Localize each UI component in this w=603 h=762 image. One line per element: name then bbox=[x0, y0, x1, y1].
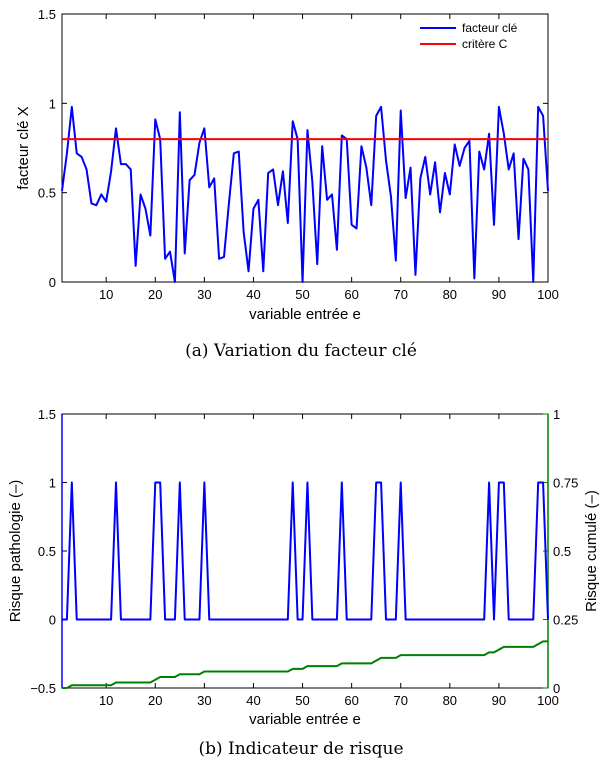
figure-caption: (a) Variation du facteur clé bbox=[185, 341, 417, 361]
x-tick-label: 100 bbox=[537, 693, 559, 708]
x-tick-label: 90 bbox=[492, 287, 506, 302]
x-tick-label: 60 bbox=[344, 693, 358, 708]
y2-tick-label: 0.25 bbox=[553, 613, 578, 628]
x-tick-label: 10 bbox=[99, 287, 113, 302]
x-tick-label: 50 bbox=[295, 693, 309, 708]
y-tick-label: 0 bbox=[49, 275, 56, 290]
series-line-right bbox=[62, 640, 548, 689]
y2-axis-label: Risque cumulé (–) bbox=[583, 490, 600, 612]
y2-tick-label: 1 bbox=[553, 407, 560, 422]
legend-entry: facteur clé bbox=[462, 21, 518, 35]
y-axis-label: facteur clé X bbox=[15, 106, 32, 189]
figure-caption: (b) Indicateur de risque bbox=[198, 739, 403, 759]
y2-tick-label: 0 bbox=[553, 681, 560, 696]
y-tick-label: 0.5 bbox=[38, 544, 56, 559]
y-tick-label: 1.5 bbox=[38, 7, 56, 22]
legend-entry: critère C bbox=[462, 37, 508, 51]
y-axis-label: Risque pathologie (–) bbox=[7, 480, 24, 623]
x-tick-label: 10 bbox=[99, 693, 113, 708]
x-tick-label: 60 bbox=[344, 287, 358, 302]
x-tick-label: 100 bbox=[537, 287, 559, 302]
x-axis-label: variable entrée e bbox=[249, 711, 361, 728]
y2-tick-label: 0.5 bbox=[553, 544, 571, 559]
x-tick-label: 20 bbox=[148, 693, 162, 708]
legend: facteur clé critère C bbox=[420, 21, 518, 51]
x-tick-label: 40 bbox=[246, 693, 260, 708]
x-tick-label: 20 bbox=[148, 287, 162, 302]
x-tick-label: 80 bbox=[443, 693, 457, 708]
x-tick-label: 80 bbox=[443, 287, 457, 302]
x-tick-label: 40 bbox=[246, 287, 260, 302]
chart-a: 10 20 30 40 50 60 70 80 90 100 0 0.5 1 1.5 variable en… bbox=[15, 7, 559, 361]
y-tick-label: 0 bbox=[49, 613, 56, 628]
x-tick-label: 30 bbox=[197, 287, 211, 302]
y-tick-label: 1 bbox=[49, 476, 56, 491]
x-axis-label: variable entrée e bbox=[249, 306, 361, 323]
chart-b: 10 20 30 40 50 60 70 80 90 100 −0.5 0 0.5 1 1.5 0 0.25 0.… bbox=[7, 407, 600, 759]
y-tick-label: 1.5 bbox=[38, 407, 56, 422]
plot-area bbox=[61, 13, 549, 283]
y-tick-label: −0.5 bbox=[30, 681, 56, 696]
x-tick-label: 30 bbox=[197, 693, 211, 708]
series-line-facteur-clé bbox=[61, 105, 549, 283]
x-tick-label: 70 bbox=[393, 287, 407, 302]
x-tick-label: 90 bbox=[492, 693, 506, 708]
x-tick-label: 70 bbox=[393, 693, 407, 708]
series-line-left bbox=[62, 481, 549, 621]
y2-tick-label: 0.75 bbox=[553, 476, 578, 491]
y-tick-label: 0.5 bbox=[38, 186, 56, 201]
x-tick-label: 50 bbox=[295, 287, 309, 302]
y-tick-label: 1 bbox=[49, 96, 56, 111]
